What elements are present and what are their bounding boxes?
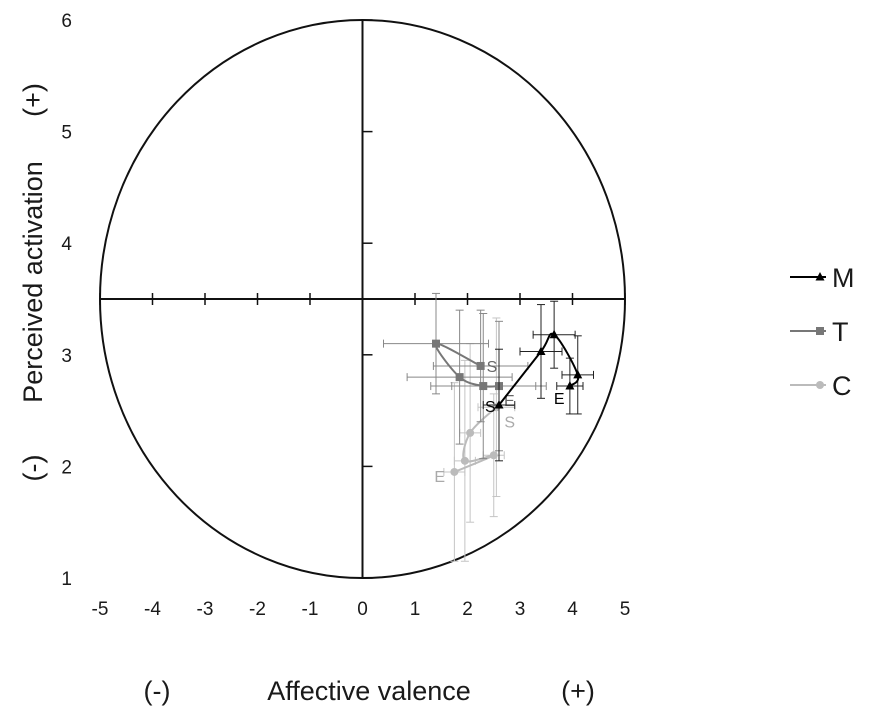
data-point-square (479, 382, 488, 391)
legend: MTC (790, 263, 855, 401)
point-label-S: S (485, 399, 496, 416)
x-axis-title-group: (-) Affective valence (+) (144, 676, 595, 706)
x-tick-label: -2 (249, 599, 266, 620)
data-point-circle (466, 428, 475, 437)
legend-item-T: T (790, 317, 849, 347)
y-tick-label: 6 (61, 11, 72, 32)
data-point-square (816, 327, 824, 335)
legend-item-M: M (790, 263, 855, 293)
y-tick-label: 5 (61, 123, 72, 144)
data-point-triangle (549, 329, 559, 339)
y-tick-label: 1 (61, 569, 72, 590)
y-axis-title: Perceived activation (18, 161, 48, 403)
legend-label: C (832, 371, 852, 401)
x-tick-label: 1 (410, 599, 421, 620)
x-tick-label: 4 (567, 599, 578, 620)
x-tick-label: -3 (197, 599, 214, 620)
data-point-triangle (815, 272, 825, 281)
x-tick-label: 3 (515, 599, 526, 620)
series-T: SE (383, 292, 547, 460)
x-tick-label: -5 (92, 599, 109, 620)
data-point-circle (489, 451, 498, 460)
data-point-circle (816, 381, 824, 389)
x-axis-positive-sign: (+) (561, 676, 595, 706)
y-tick-label: 3 (61, 346, 72, 367)
legend-label: T (832, 317, 849, 347)
x-tick-label: 2 (462, 599, 473, 620)
point-label-E: E (434, 469, 445, 486)
x-axis-negative-sign: (-) (144, 676, 171, 706)
point-label-S: S (487, 359, 498, 376)
y-tick-label: 2 (61, 457, 72, 478)
data-point-circle (450, 467, 459, 476)
data-point-triangle (536, 346, 546, 355)
y-tick-label: 4 (61, 234, 72, 255)
point-label-E: E (554, 391, 565, 408)
data-point-triangle (565, 381, 575, 390)
legend-label: M (832, 263, 855, 293)
y-axis-title-group: (-) Perceived activation (+) (18, 83, 48, 481)
data-point-square (432, 339, 440, 348)
y-axis-positive-sign: (+) (18, 83, 48, 117)
x-tick-label: -1 (302, 599, 319, 620)
y-axis-negative-sign: (-) (18, 455, 48, 482)
data-point-square (476, 361, 485, 370)
legend-item-C: C (790, 371, 852, 401)
axes-layer: -5 -4 -3 -2 -1 0 1 2 3 4 5 1 2 3 4 5 6 (61, 11, 630, 620)
x-tick-label: 5 (620, 599, 631, 620)
x-tick-label: 0 (357, 599, 368, 620)
data-point-square (455, 373, 464, 382)
x-axis-title: Affective valence (267, 676, 471, 706)
x-tick-label: -4 (144, 599, 161, 620)
series-C: SE (434, 317, 516, 562)
data-point-triangle (573, 369, 583, 379)
point-label-E: E (504, 393, 515, 410)
data-point-triangle (494, 400, 504, 409)
point-label-S: S (504, 414, 515, 431)
data-point-circle (460, 456, 469, 465)
